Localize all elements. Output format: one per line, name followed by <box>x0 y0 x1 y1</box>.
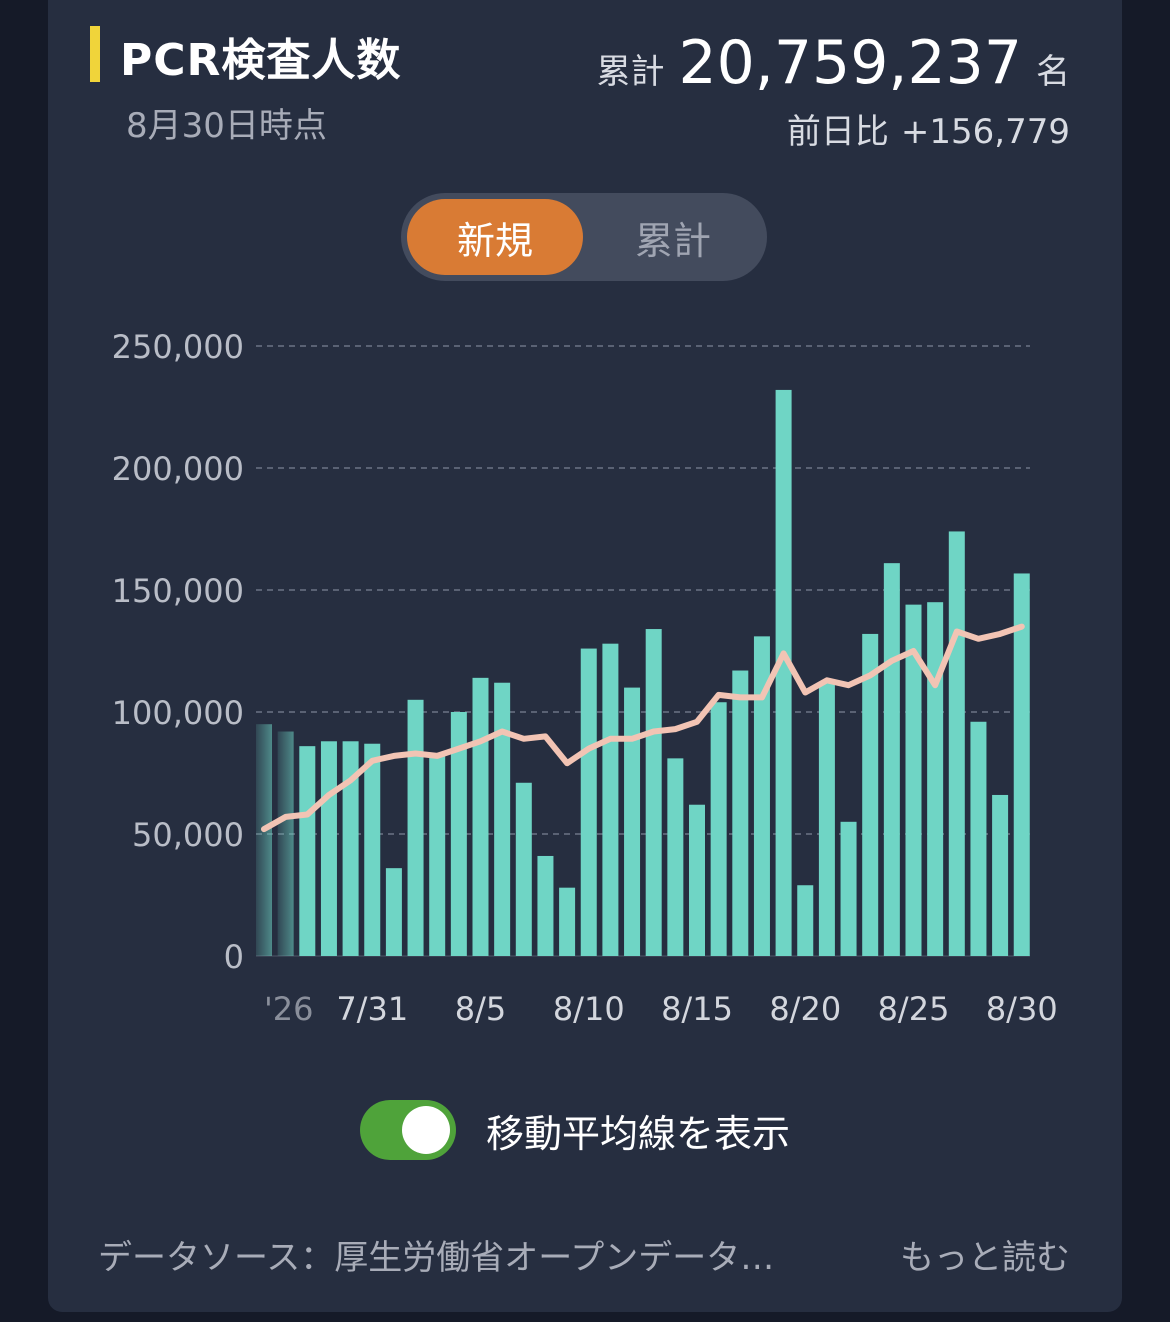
bar-8-18[interactable] <box>753 636 770 956</box>
bar-8-3[interactable] <box>429 753 446 956</box>
tab-cumulative[interactable]: 累計 <box>634 218 711 263</box>
pcr-test-card: PCR検査人数 8月30日時点 累計 20,759,237 名 前日比 +156… <box>48 0 1122 1312</box>
y-tick-label: 50,000 <box>132 816 244 854</box>
x-tick-label: 8/15 <box>661 990 733 1028</box>
bar-8-7[interactable] <box>515 782 532 956</box>
bar-8-23[interactable] <box>862 633 879 956</box>
bar-8-21[interactable] <box>818 682 835 956</box>
footer: データソース：厚生労働省オープンデータ… もっと読む <box>98 1230 1070 1279</box>
y-tick-label: 200,000 <box>112 450 244 488</box>
tab-new[interactable]: 新規 <box>407 199 583 275</box>
bar-8-26[interactable] <box>927 602 944 956</box>
moving-average-line <box>261 623 1025 833</box>
bar-8-2[interactable] <box>407 699 424 956</box>
card-title: PCR検査人数 <box>120 35 402 86</box>
bar-8-14[interactable] <box>667 758 684 956</box>
total-unit: 名 <box>1036 52 1070 92</box>
diff-label: 前日比 <box>786 112 889 152</box>
x-tick-label: 8/30 <box>986 990 1058 1028</box>
bar-8-27[interactable] <box>948 531 965 956</box>
title-marker <box>90 26 100 82</box>
bar-8-9[interactable] <box>559 887 576 956</box>
data-source: データソース：厚生労働省オープンデータ… <box>98 1238 775 1278</box>
bar-7-29[interactable] <box>320 741 337 956</box>
bar-8-30[interactable] <box>1013 573 1030 956</box>
bar-8-6[interactable] <box>494 682 511 956</box>
x-tick-label: 8/5 <box>455 990 507 1028</box>
x-tick-label: 8/25 <box>878 990 950 1028</box>
bar-8-15[interactable] <box>689 804 705 956</box>
x-tick-label: 8/20 <box>769 990 841 1028</box>
bar-8-17[interactable] <box>732 670 749 956</box>
bar-8-24[interactable] <box>883 563 900 956</box>
as-of-date: 8月30日時点 <box>126 106 327 146</box>
x-tick-label: '26 <box>264 990 314 1028</box>
bar-8-20[interactable] <box>797 885 814 956</box>
bar-8-8[interactable] <box>537 855 554 956</box>
diff-value: +156,779 <box>900 112 1070 152</box>
read-more-link[interactable]: もっと読む <box>900 1238 1070 1278</box>
bar-7-31[interactable] <box>364 743 381 956</box>
pcr-bar-chart: 0 50,000 100,000 150,000 200,000 250,000 '26 7… <box>112 328 1058 1028</box>
bar-8-5[interactable] <box>472 677 489 956</box>
y-tick-label: 150,000 <box>112 572 244 610</box>
x-tick-label: 8/10 <box>553 990 625 1028</box>
bar-8-13[interactable] <box>645 629 662 956</box>
bar-7-28[interactable] <box>299 746 316 956</box>
bar-8-4[interactable] <box>450 712 467 956</box>
bar-8-28[interactable] <box>970 721 987 956</box>
bar-7-30[interactable] <box>342 741 359 956</box>
bar-8-22[interactable] <box>840 821 857 956</box>
bar-8-10[interactable] <box>580 648 597 956</box>
y-tick-label: 100,000 <box>112 694 244 732</box>
bar-7-27[interactable] <box>277 731 294 956</box>
moving-average-switch[interactable] <box>360 1100 456 1160</box>
total-value: 20,759,237 <box>678 28 1022 98</box>
new-cumulative-toggle: 新規 累計 <box>401 193 767 281</box>
moving-average-label: 移動平均線を表示 <box>486 1111 791 1156</box>
switch-knob <box>402 1106 450 1154</box>
y-tick-label: 250,000 <box>112 328 244 366</box>
bar-8-29[interactable] <box>992 794 1009 956</box>
moving-average-control: 移動平均線を表示 <box>360 1100 790 1160</box>
x-tick-label: 7/31 <box>336 990 408 1028</box>
bar-8-16[interactable] <box>710 702 727 956</box>
bar-8-19[interactable] <box>775 389 792 956</box>
bar-8-1[interactable] <box>385 868 402 956</box>
day-over-day: 前日比 +156,779 <box>787 104 1070 153</box>
bar-8-12[interactable] <box>624 687 641 956</box>
bar-8-11[interactable] <box>602 643 619 956</box>
total-summary: 累計 20,759,237 名 <box>596 28 1070 98</box>
bar-7-26[interactable] <box>256 724 272 956</box>
total-label: 累計 <box>596 52 665 92</box>
y-tick-label: 0 <box>224 938 244 976</box>
bar-8-25[interactable] <box>905 604 922 956</box>
